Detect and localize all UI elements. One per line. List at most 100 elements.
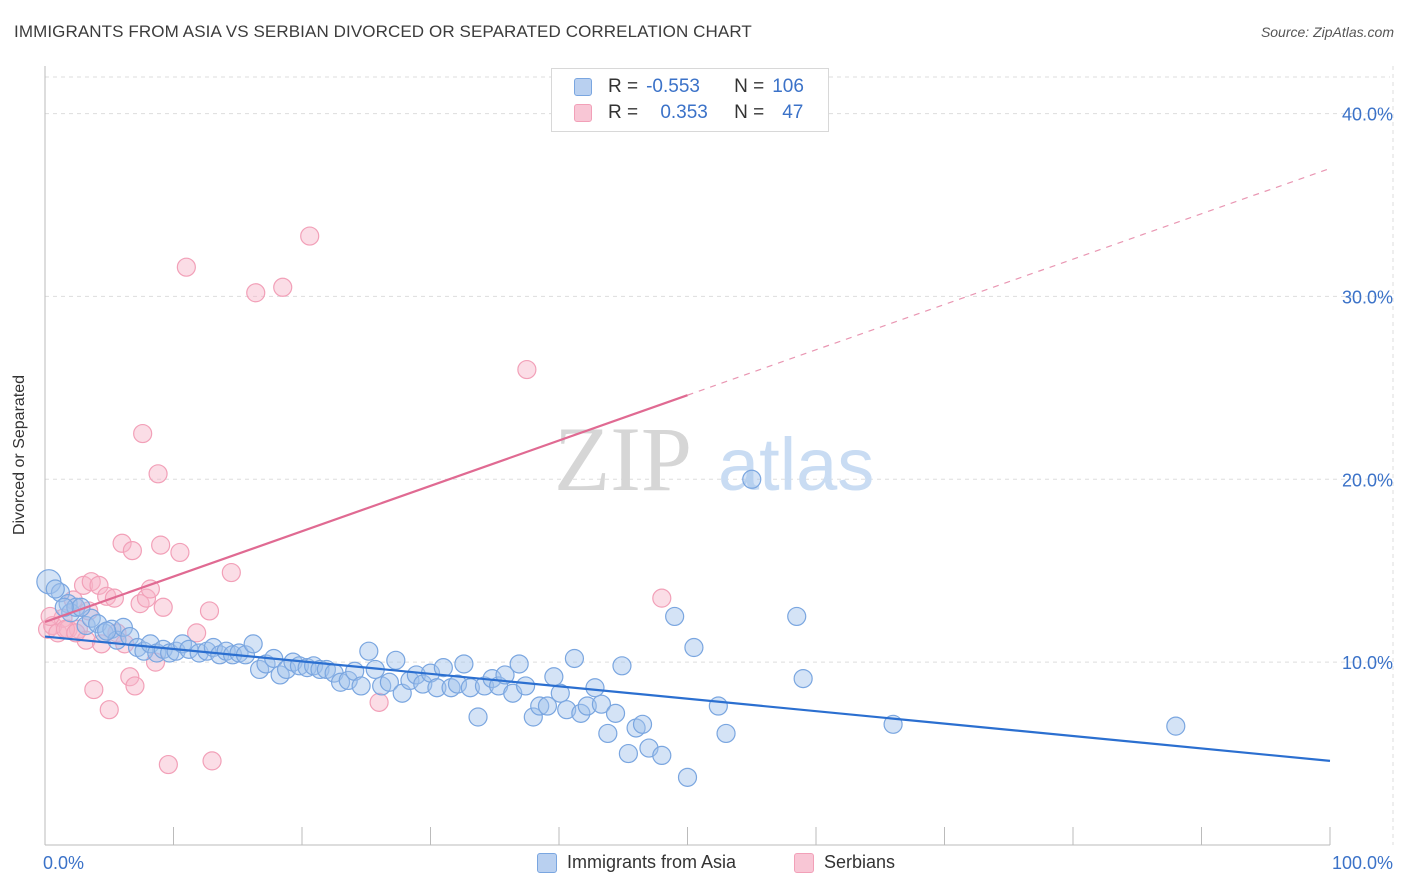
asia-point	[386, 650, 406, 670]
serbian-point	[652, 588, 672, 608]
asia-point	[45, 579, 65, 599]
source-label: Source: ZipAtlas.com	[1260, 24, 1394, 40]
serbian-point	[133, 423, 153, 444]
serbian-point	[125, 676, 145, 696]
asia-point	[577, 696, 597, 716]
asia-point	[50, 583, 71, 603]
legend-swatch-pink	[574, 104, 592, 122]
series-swatch-blue	[537, 852, 557, 873]
serbian-point	[246, 283, 266, 303]
asia-point	[495, 665, 515, 685]
serbian-point	[300, 226, 320, 246]
serbian-point	[369, 692, 389, 712]
asia-point	[433, 658, 453, 678]
asia-point	[515, 676, 536, 696]
asia-point	[474, 676, 495, 696]
correlation-legend: R = -0.553 N = 106 R = 0.353 N = 47	[551, 68, 829, 132]
serbian-point	[199, 601, 220, 621]
asia-point	[564, 648, 585, 669]
asia-point	[530, 696, 550, 716]
asia-point	[523, 707, 543, 727]
serbians-points	[37, 226, 672, 775]
serbian-trend-line	[44, 394, 688, 623]
asia-trend-line	[44, 635, 1331, 762]
serbian-point	[158, 754, 178, 775]
legend-r-label: R =	[608, 102, 639, 123]
serbian-point	[176, 257, 196, 277]
serbian-point	[273, 277, 293, 297]
asia-point	[54, 597, 74, 617]
serbian-point	[84, 679, 104, 700]
asia-point	[1166, 716, 1186, 736]
asia-point	[618, 743, 638, 764]
legend-row-asia: R = -0.553 N = 106	[574, 74, 804, 100]
series-label-serbians: Serbians	[824, 852, 896, 872]
serbian-point	[153, 597, 173, 617]
asia-point	[243, 634, 263, 654]
asia-point	[330, 672, 351, 692]
x-tick-label: 0.0%	[43, 853, 84, 873]
asia-point	[591, 694, 612, 714]
asia-point	[793, 668, 813, 689]
legend-r-value: 0.353	[660, 102, 708, 123]
legend-r-label: R =	[608, 76, 639, 97]
serbian-point	[202, 751, 222, 771]
asia-point	[359, 641, 379, 661]
y-tick-label: 40.0%	[1342, 105, 1393, 125]
asia-point	[626, 718, 646, 738]
serbian-point	[187, 623, 207, 643]
y-tick-label: 20.0%	[1342, 470, 1393, 490]
asia-point	[708, 696, 728, 716]
asia-point	[468, 707, 488, 727]
asia-point	[742, 469, 762, 489]
serbian-point	[122, 540, 142, 561]
asia-point	[632, 714, 653, 734]
serbian-point	[89, 575, 109, 595]
asia-point	[787, 606, 807, 627]
serbian-point	[221, 562, 241, 583]
watermark: ZIP atlas	[554, 408, 874, 510]
asia-point	[454, 654, 474, 674]
y-tick-label: 10.0%	[1342, 653, 1393, 673]
asia-point	[379, 672, 399, 692]
asia-point	[652, 745, 672, 766]
legend-n-value: 47	[782, 102, 804, 123]
asia-point	[585, 678, 605, 698]
legend-row-serbians: R = 0.353 N = 47	[574, 100, 803, 126]
asia-point	[677, 767, 698, 787]
asia-point	[557, 700, 577, 720]
asia-point	[612, 656, 632, 676]
asia-point	[550, 683, 570, 703]
serbian-point	[151, 535, 171, 555]
legend-n-value: 106	[772, 76, 804, 97]
asia-point	[665, 606, 685, 627]
legend-r-value: -0.553	[646, 76, 700, 97]
watermark-zip: ZIP	[554, 408, 692, 510]
legend-n-label: N =	[734, 102, 765, 123]
grid-lines	[45, 66, 1394, 845]
asia-point	[427, 678, 447, 698]
asia-point	[97, 621, 117, 641]
asia-point	[605, 703, 626, 723]
asia-point	[544, 667, 564, 687]
serbian-point	[120, 667, 140, 687]
series-swatch-pink	[794, 852, 814, 873]
serbian-point	[517, 359, 537, 380]
asia-point	[447, 674, 468, 694]
legend-n-label: N =	[734, 76, 765, 97]
asia-point	[537, 696, 558, 716]
serbian-point	[170, 542, 190, 563]
serbian-point	[99, 700, 119, 720]
serbian-trend-line-extension	[687, 167, 1331, 396]
series-legend: Immigrants from Asia Serbians	[0, 852, 1406, 878]
asia-point	[571, 703, 591, 723]
asia-point	[310, 659, 330, 680]
asia-point	[441, 678, 461, 698]
asia-point	[598, 723, 618, 744]
serbian-point	[148, 464, 168, 484]
asia-point	[716, 723, 736, 744]
axes	[44, 66, 1331, 846]
y-tick-label: 30.0%	[1342, 287, 1393, 307]
asia-point	[127, 637, 148, 658]
legend-swatch-blue	[574, 78, 592, 96]
